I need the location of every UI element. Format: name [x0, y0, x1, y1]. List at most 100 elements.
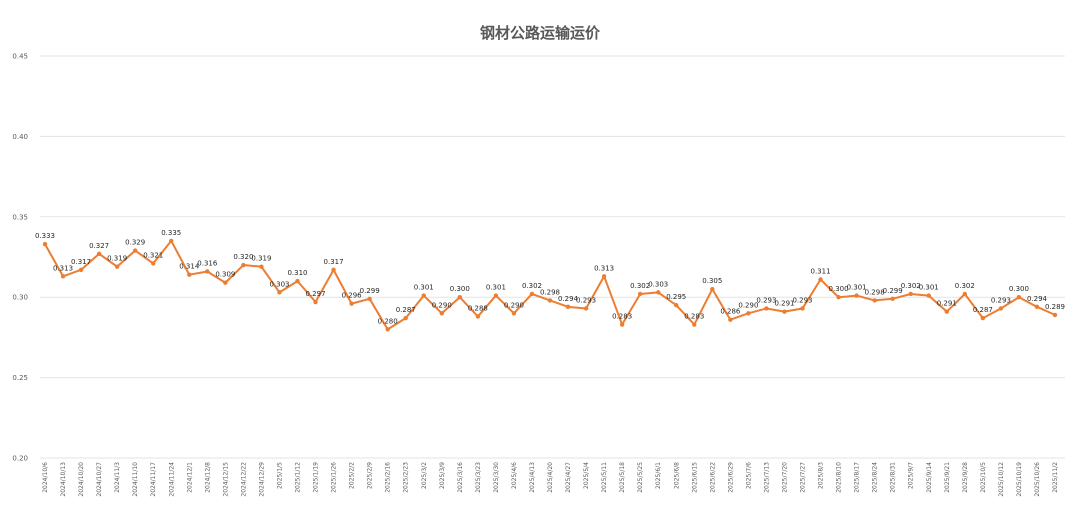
data-point	[836, 295, 841, 300]
data-label: 0.319	[107, 255, 127, 263]
data-label: 0.298	[865, 288, 885, 296]
data-label: 0.290	[738, 301, 758, 309]
x-tick-label: 2025/6/8	[673, 462, 680, 489]
data-point	[782, 309, 787, 314]
x-tick-label: 2025/6/22	[709, 462, 716, 493]
x-tick-label: 2024/12/29	[258, 462, 265, 497]
x-tick-label: 2025/8/3	[818, 462, 825, 489]
data-label: 0.288	[468, 304, 488, 312]
data-point	[764, 306, 769, 311]
data-label: 0.301	[486, 284, 506, 292]
data-points	[42, 238, 1058, 332]
data-point	[349, 301, 354, 306]
data-point	[313, 299, 318, 305]
data-label: 0.290	[432, 301, 452, 309]
data-label: 0.313	[53, 264, 73, 272]
data-point	[692, 322, 697, 327]
data-point	[619, 322, 625, 327]
data-point	[367, 296, 372, 302]
data-point	[710, 286, 715, 292]
x-tick-label: 2025/4/27	[565, 462, 572, 493]
data-point	[872, 298, 877, 303]
data-point	[439, 311, 444, 316]
y-tick-label: 0.30	[12, 294, 28, 302]
data-label: 0.302	[630, 282, 650, 290]
data-label: 0.295	[666, 293, 686, 301]
data-label: 0.317	[71, 258, 91, 266]
y-tick-label: 0.25	[12, 374, 28, 382]
data-label: 0.280	[378, 317, 398, 325]
x-tick-label: 2025/1/19	[313, 462, 320, 493]
data-point	[890, 296, 895, 302]
x-tick-label: 2024/11/17	[150, 462, 157, 497]
data-label: 0.294	[558, 295, 579, 303]
x-tick-label: 2024/12/1	[186, 462, 193, 493]
data-point	[908, 291, 913, 297]
x-tick-label: 2025/9/14	[926, 462, 933, 493]
data-point	[295, 278, 300, 284]
x-tick-label: 2025/4/20	[547, 462, 554, 493]
x-axis: 2024/10/6 2024/10/13 2024/10/20 2024/10/27 2…	[42, 462, 1059, 497]
data-label: 0.293	[792, 296, 812, 304]
x-tick-label: 2024/11/24	[168, 462, 175, 497]
data-point	[60, 274, 66, 279]
data-point	[728, 317, 733, 322]
x-tick-label: 2024/12/15	[222, 462, 229, 497]
data-label: 0.293	[991, 296, 1011, 304]
y-tick-label: 0.20	[12, 455, 28, 463]
data-point	[511, 311, 517, 316]
data-label: 0.294	[1027, 295, 1048, 303]
data-label: 0.303	[269, 280, 289, 288]
data-point	[421, 293, 426, 298]
y-tick-label: 0.35	[12, 213, 28, 221]
x-tick-label: 2025/9/28	[962, 462, 969, 493]
chart-title: 钢材公路运输运价	[479, 24, 600, 42]
data-label: 0.305	[702, 277, 722, 285]
x-tick-label: 2025/6/15	[691, 462, 698, 493]
data-point	[818, 277, 823, 282]
x-tick-label: 2025/7/6	[745, 462, 752, 489]
x-tick-label: 2025/2/16	[385, 462, 392, 493]
data-point	[998, 306, 1004, 311]
x-tick-label: 2025/10/12	[998, 462, 1005, 497]
data-label: 0.301	[414, 284, 434, 292]
data-point	[926, 293, 931, 298]
x-tick-label: 2025/5/18	[619, 462, 626, 493]
data-label: 0.297	[306, 290, 326, 298]
data-label: 0.320	[233, 253, 253, 261]
x-tick-label: 2025/10/19	[1016, 462, 1023, 497]
data-point	[331, 267, 336, 273]
x-tick-label: 2024/10/6	[42, 462, 49, 493]
data-label: 0.291	[937, 300, 957, 308]
data-point	[241, 262, 246, 268]
data-label: 0.333	[35, 232, 55, 240]
data-label: 0.309	[215, 271, 235, 279]
x-tick-label: 2025/3/30	[493, 462, 500, 493]
data-point	[565, 304, 571, 310]
y-tick-label: 0.45	[12, 53, 28, 61]
x-tick-label: 2024/11/10	[132, 462, 139, 497]
data-point	[1016, 295, 1022, 300]
x-tick-label: 2025/8/31	[890, 462, 897, 493]
x-tick-label: 2025/3/23	[475, 462, 482, 493]
x-tick-label: 2025/7/20	[781, 462, 788, 493]
x-tick-label: 2025/3/16	[457, 462, 464, 493]
data-label: 0.287	[973, 306, 993, 314]
data-point	[529, 291, 535, 297]
data-label: 0.302	[522, 282, 542, 290]
data-point	[96, 251, 102, 256]
x-tick-label: 2025/4/6	[511, 462, 518, 489]
x-tick-label: 2025/2/9	[367, 462, 374, 489]
data-point	[962, 291, 968, 297]
data-label: 0.302	[901, 282, 921, 290]
data-point	[78, 267, 84, 273]
data-point	[223, 280, 228, 285]
data-label: 0.283	[612, 313, 632, 321]
data-label: 0.321	[143, 251, 163, 259]
data-label: 0.286	[720, 308, 741, 316]
data-label: 0.316	[197, 259, 218, 267]
data-point	[475, 314, 481, 319]
data-label: 0.319	[251, 255, 271, 263]
x-tick-label: 2024/10/27	[96, 462, 103, 497]
